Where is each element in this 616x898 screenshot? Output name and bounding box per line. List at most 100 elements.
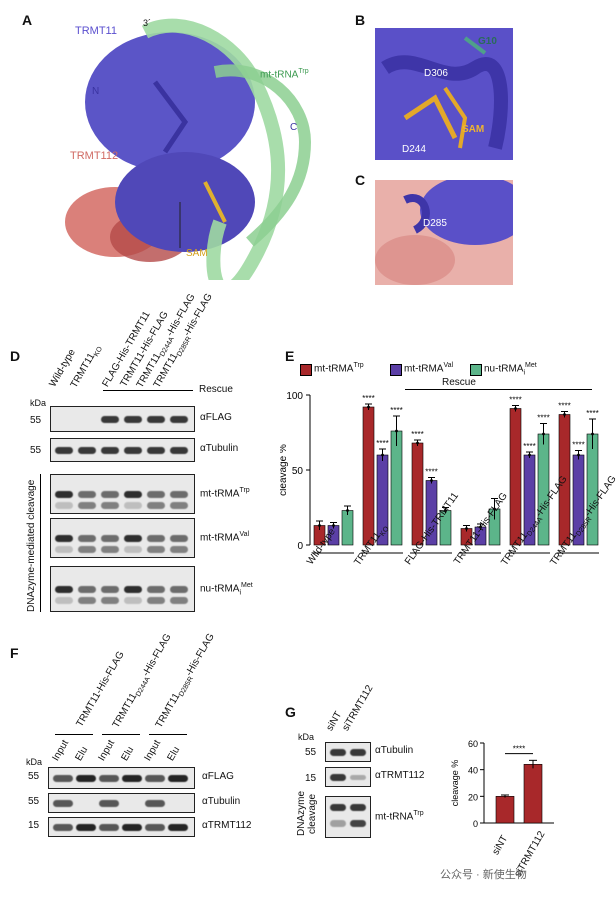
sig-marker: **** (523, 442, 535, 451)
mw-label-f: 55 (28, 796, 40, 807)
sub-lane-label-f: Input (142, 738, 164, 763)
mw-label-f: 15 (28, 820, 40, 831)
lane-sitrmt112: siTRMT112 (340, 683, 376, 733)
label-sam-a: SAM (186, 248, 208, 259)
band (147, 416, 165, 423)
band (122, 775, 142, 782)
band (78, 586, 96, 593)
blot-g (325, 796, 371, 838)
blot-g (325, 767, 371, 787)
band (53, 775, 73, 782)
band (330, 774, 346, 781)
rescue-label-d: Rescue (199, 384, 233, 395)
band (101, 447, 119, 454)
data-point (528, 453, 531, 457)
rescue-line-e (405, 389, 592, 390)
band (350, 775, 366, 780)
data-point (430, 479, 433, 482)
sig-marker: **** (411, 430, 423, 439)
band (55, 535, 73, 542)
sub-lane-label-f: Elu (119, 744, 137, 763)
g-y-tick-label: 0 (473, 819, 478, 829)
mw-55-tubulin: 55 (30, 445, 42, 456)
g-y-tick-label: 60 (468, 739, 478, 749)
blot-f (48, 793, 195, 813)
band (147, 546, 165, 553)
band (101, 586, 119, 593)
panel-label-d: D (10, 348, 21, 364)
band (53, 800, 73, 807)
active-site-image (375, 28, 513, 160)
label-d285: D285 (423, 218, 447, 229)
mw-55-flag: 55 (30, 415, 42, 426)
legend-label: mt-tRMATrp (314, 362, 364, 375)
label-three-prime: 3´ (143, 18, 152, 28)
data-point (577, 453, 580, 457)
trmt112-interface-image (375, 180, 513, 285)
data-point (367, 405, 370, 409)
sub-lane-label-f: Elu (73, 744, 91, 763)
band (170, 586, 188, 593)
band (170, 416, 188, 423)
lane-group-line-f (149, 734, 187, 735)
label-d306: D306 (424, 68, 448, 79)
sig-marker: **** (362, 394, 374, 403)
blot-label-d: mt-tRMATrp (200, 487, 250, 500)
band (55, 546, 73, 553)
panel-label-b: B (355, 12, 366, 28)
band (101, 597, 119, 604)
sig-marker: **** (537, 414, 549, 423)
dnazyme-side-label-g2: cleavage (307, 793, 318, 834)
band (78, 502, 96, 509)
band (124, 597, 142, 604)
mw-label-f: 55 (28, 771, 40, 782)
sig-marker: **** (509, 396, 521, 405)
label-g10: G10 (478, 36, 497, 47)
sig-marker: **** (558, 402, 570, 411)
y-tick-label: 0 (297, 541, 303, 552)
band (124, 502, 142, 509)
data-point (381, 453, 384, 457)
panel-label-f: F (10, 645, 19, 661)
data-point (493, 507, 496, 511)
g-sig-marker: **** (513, 745, 525, 754)
sub-lane-label-f: Input (50, 738, 72, 763)
legend-label: nu-tRMAiMet (484, 362, 537, 377)
panel-label-g: G (285, 704, 296, 720)
band (55, 502, 73, 509)
label-trmt11: TRMT11 (75, 25, 117, 37)
label-n-term: N (92, 86, 100, 97)
sig-marker: **** (390, 406, 402, 415)
label-mt-trna: mt-tRNATrp (260, 68, 309, 81)
legend-label: mt-tRMAVal (404, 362, 454, 375)
bar (411, 442, 424, 546)
lane-group-line-f (102, 734, 140, 735)
band (124, 535, 142, 542)
label-sam-b: SAM (462, 124, 485, 135)
cleavage-bar-chart: 0 50 100 cleavage % **** **** **** **** **** ****… (280, 391, 599, 554)
watermark: 公众号 · 新使生物 (440, 869, 527, 881)
sitrmt112-bar-chart: 0 20 40 60 cleavage % **** (450, 739, 554, 829)
dnazyme-side-label-d: DNAzyme-mediated cleavage (26, 479, 37, 612)
sub-lane-label-f: Elu (165, 744, 183, 763)
band (330, 820, 346, 827)
blot-f (48, 767, 195, 789)
band (147, 491, 165, 498)
g-y-axis-label: cleavage % (450, 760, 460, 807)
band (168, 775, 188, 782)
band (124, 546, 142, 553)
blot-g (325, 742, 371, 762)
band (101, 546, 119, 553)
band (53, 824, 73, 831)
mw-15-g: 15 (305, 773, 317, 784)
kda-label-d: kDa (30, 398, 47, 408)
bar-label-sint: siNT (490, 833, 511, 857)
sub-lane-label-f: Input (96, 738, 118, 763)
band (55, 491, 73, 498)
mw-55-g: 55 (305, 747, 317, 758)
bar (390, 430, 403, 546)
data-point (591, 432, 594, 436)
band (101, 502, 119, 509)
sig-marker: **** (425, 468, 437, 477)
band (76, 775, 96, 782)
